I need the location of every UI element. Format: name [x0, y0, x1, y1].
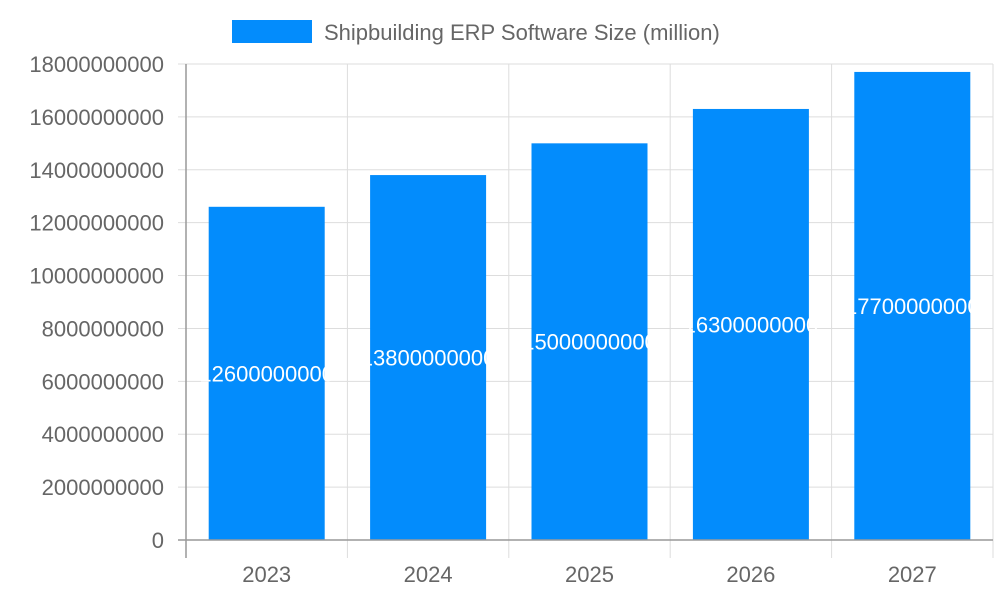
data-labels: 12600000000 13800000000 15000000000 1630000… — [199, 294, 979, 386]
x-tick-label: 2023 — [242, 562, 291, 587]
data-label: 13800000000 — [361, 346, 496, 371]
data-label: 15000000000 — [522, 330, 657, 355]
x-tick-label: 2025 — [565, 562, 614, 587]
y-tick-label: 0 — [152, 528, 164, 553]
data-label: 12600000000 — [199, 361, 334, 386]
bar — [692, 108, 809, 540]
y-tick-label: 16000000000 — [29, 105, 164, 130]
axes: 0 2000000000 4000000000 6000000000 800000000… — [29, 52, 993, 587]
y-tick-label: 10000000000 — [29, 264, 164, 289]
legend-swatch — [232, 20, 312, 43]
data-label: 17700000000 — [845, 294, 980, 319]
y-tick-label: 2000000000 — [42, 475, 164, 500]
y-tick-label: 14000000000 — [29, 158, 164, 183]
legend-label[interactable]: Shipbuilding ERP Software Size (million) — [324, 20, 720, 45]
bar — [531, 143, 648, 541]
y-tick-label: 18000000000 — [29, 52, 164, 77]
y-tick-label: 8000000000 — [42, 316, 164, 341]
bar — [208, 206, 325, 541]
bar — [370, 175, 487, 541]
data-label: 16300000000 — [684, 312, 819, 337]
y-tick-label: 4000000000 — [42, 422, 164, 447]
y-tick-label: 6000000000 — [42, 369, 164, 394]
x-tick-label: 2026 — [726, 562, 775, 587]
bar — [854, 71, 971, 540]
x-tick-label: 2024 — [404, 562, 453, 587]
legend[interactable]: Shipbuilding ERP Software Size (million) — [232, 20, 720, 45]
x-tick-label: 2027 — [888, 562, 937, 587]
bars — [208, 71, 971, 541]
y-tick-label: 12000000000 — [29, 211, 164, 236]
